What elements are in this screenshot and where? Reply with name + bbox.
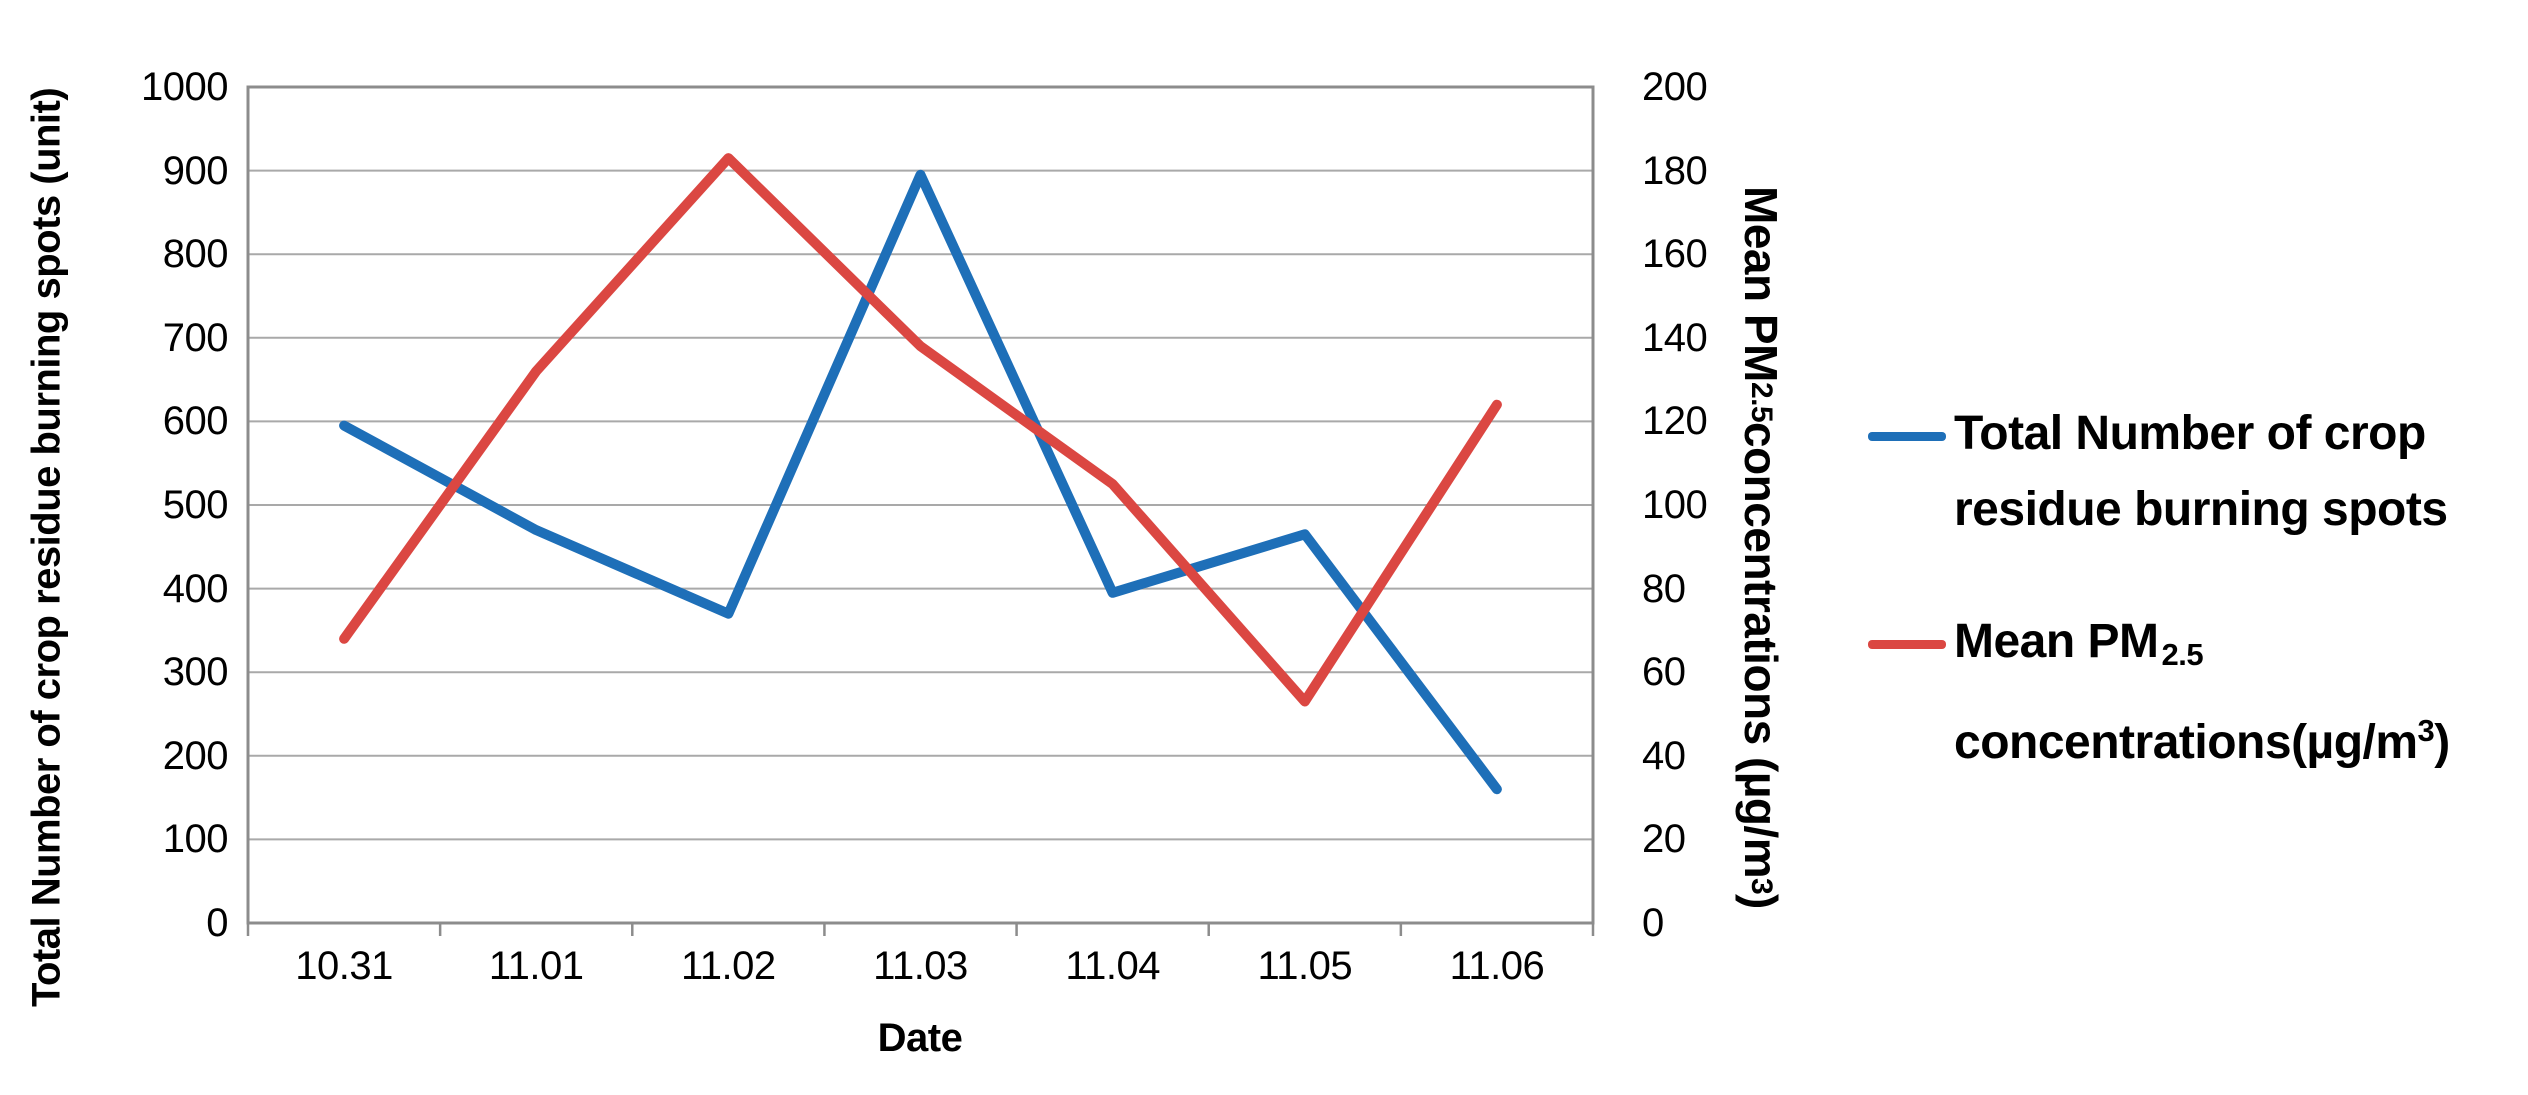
y-left-tick-label: 1000	[141, 65, 228, 109]
legend-line-swatch-blue	[1868, 432, 1946, 441]
y-left-tick-label: 600	[162, 399, 229, 444]
y-right-tick-label: 40	[1642, 733, 1686, 778]
y-left-tick-label: 500	[162, 483, 229, 527]
y-left-tick-label: 300	[162, 650, 229, 695]
x-tick-label: 11.01	[488, 944, 584, 988]
y-right-tick-label: 80	[1642, 566, 1686, 611]
pm25-subscript: 2.5	[2161, 637, 2204, 672]
series-line-1	[339, 153, 1502, 707]
y-left-tick-label: 200	[162, 733, 229, 778]
x-tick-label: 11.04	[1065, 944, 1160, 988]
y-left-tick-label: 900	[162, 148, 229, 193]
legend-label-line2: residue burning spots	[1954, 483, 2448, 536]
plot-border	[246, 85, 1595, 925]
x-tick-label: 11.03	[873, 944, 968, 988]
x-axis-title: Date	[877, 1016, 963, 1060]
y-right-tick-label: 180	[1642, 148, 1708, 193]
y-right-tick-label: 160	[1642, 232, 1708, 277]
right-title-end: )	[1735, 894, 1787, 910]
legend-label-line1: Total Number of crop	[1954, 407, 2426, 460]
y-left-tick-label: 800	[162, 232, 229, 277]
legend-label-line1: Mean PM2.5	[1954, 615, 2204, 672]
y-right-tick-label: 100	[1642, 483, 1708, 527]
right-title-main: Mean PM	[1735, 185, 1787, 382]
right-title-superscript: 3	[1745, 878, 1778, 895]
y-axis-left-tick-labels: 1000 900 800 700 600 500 400 300 200 100 0	[56, 0, 228, 1095]
x-tick-label: 11.02	[681, 944, 776, 988]
y-right-tick-label: 140	[1642, 315, 1708, 360]
y-left-tick-label: 400	[162, 566, 229, 611]
legend-item-mean-pm25: Mean PM2.5 concentrations(µg/m3)	[1868, 604, 2528, 781]
y-right-tick-label: 0	[1642, 901, 1664, 945]
legend-line-swatch-red	[1868, 640, 1946, 649]
legend-label-burning-spots: Total Number of crop residue burning spo…	[1954, 396, 2448, 548]
legend-label-mean-pm25: Mean PM2.5 concentrations(µg/m3)	[1954, 604, 2450, 781]
y-axis-right-tick-labels: 200 180 160 140 120 100 80 60 40 20 0	[1642, 0, 1842, 1095]
series-line-0	[339, 169, 1502, 795]
y-right-tick-label: 60	[1642, 650, 1686, 695]
legend-item-burning-spots: Total Number of crop residue burning spo…	[1868, 396, 2528, 548]
x-tick-label: 11.05	[1257, 944, 1353, 988]
y-axis-right-title: Mean PM 2.5 concentrations (µg/m 3)	[1726, 0, 1796, 1095]
legend-label-line2: concentrations(µg/m3)	[1954, 713, 2450, 769]
legend: Total Number of crop residue burning spo…	[1868, 396, 2528, 781]
x-tick-label: 11.06	[1449, 944, 1545, 988]
plot-area	[246, 85, 1595, 936]
y-right-tick-label: 200	[1642, 65, 1708, 109]
right-title-subscript: 2.5	[1745, 381, 1778, 422]
x-tick-label: 10.31	[295, 944, 393, 988]
right-title-rest: concentrations (µg/m	[1735, 421, 1787, 879]
y-left-tick-label: 700	[162, 315, 229, 360]
y-right-tick-label: 20	[1642, 817, 1686, 862]
y-right-tick-label: 120	[1642, 399, 1708, 444]
y-left-tick-label: 100	[162, 817, 229, 862]
y-left-tick-label: 0	[206, 901, 228, 945]
m3-superscript: 3	[2417, 713, 2435, 748]
